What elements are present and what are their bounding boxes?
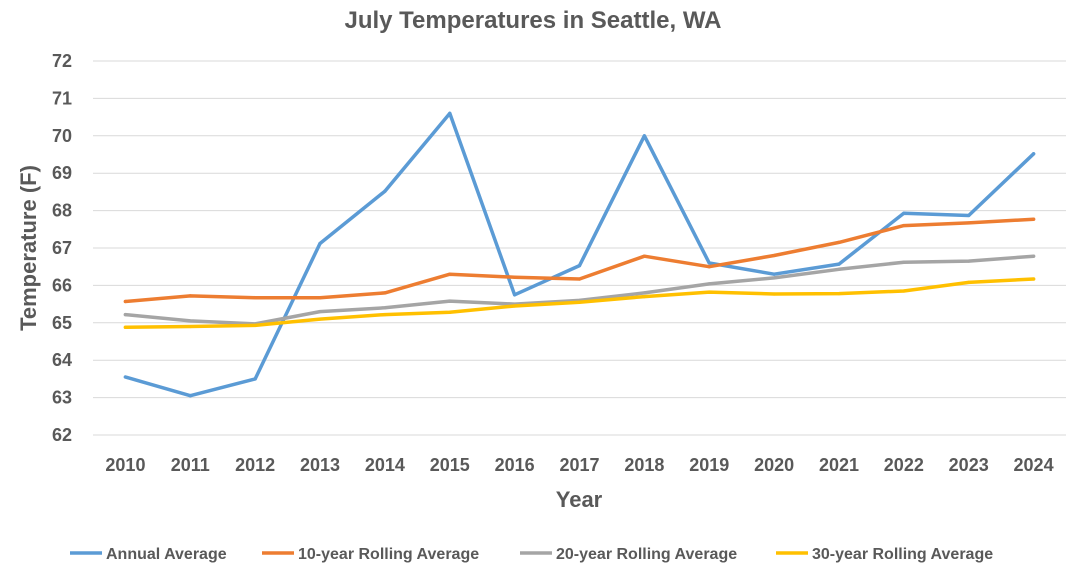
- data-point: [642, 254, 646, 258]
- data-point: [188, 324, 192, 329]
- x-tick-label: 2013: [300, 455, 340, 475]
- x-tick-label: 2022: [884, 455, 924, 475]
- data-point: [707, 261, 711, 265]
- series-lines: [123, 111, 1036, 398]
- data-point: [513, 304, 517, 308]
- data-point: [253, 296, 257, 300]
- x-axis-ticks: 2010 2011 2012 2013 2014 2015 2016 2017 2018 2019…: [105, 455, 1053, 475]
- data-point: [707, 265, 711, 269]
- data-point: [772, 276, 776, 280]
- data-point: [448, 272, 452, 276]
- data-point: [902, 289, 906, 293]
- x-tick-label: 2020: [754, 455, 794, 475]
- data-point: [837, 262, 841, 266]
- data-point: [123, 375, 128, 379]
- data-point: [253, 323, 257, 328]
- data-point: [772, 253, 776, 258]
- data-point: [123, 325, 128, 329]
- y-tick-label: 65: [52, 313, 72, 333]
- data-point: [448, 299, 452, 303]
- data-point: [772, 292, 776, 296]
- y-tick-label: 68: [52, 201, 72, 221]
- data-point: [513, 293, 517, 297]
- data-point: [383, 291, 387, 295]
- gridlines: [93, 60, 1066, 436]
- x-tick-label: 2017: [559, 455, 599, 475]
- x-tick-label: 2015: [430, 455, 470, 475]
- data-point: [1031, 217, 1036, 221]
- legend-label: 10-year Rolling Average: [298, 546, 479, 563]
- y-tick-label: 70: [52, 126, 72, 146]
- data-point: [253, 377, 257, 381]
- data-point: [967, 280, 971, 285]
- data-point: [318, 317, 322, 321]
- data-point: [1031, 152, 1036, 156]
- data-point: [188, 319, 192, 323]
- data-point: [967, 259, 971, 263]
- legend-label: 20-year Rolling Average: [556, 546, 737, 563]
- data-point: [837, 240, 841, 244]
- y-tick-label: 67: [52, 238, 72, 258]
- data-point: [902, 223, 906, 228]
- series-line-1: [123, 217, 1036, 304]
- data-point: [902, 211, 906, 215]
- x-tick-label: 2010: [105, 455, 145, 475]
- data-point: [837, 267, 841, 271]
- x-tick-label: 2023: [949, 455, 989, 475]
- data-point: [383, 306, 387, 310]
- data-point: [967, 221, 971, 225]
- x-tick-label: 2014: [365, 455, 405, 475]
- x-tick-label: 2012: [235, 455, 275, 475]
- y-tick-label: 69: [52, 163, 72, 183]
- x-tick-label: 2018: [624, 455, 664, 475]
- y-tick-label: 71: [52, 88, 72, 108]
- data-point: [123, 312, 128, 317]
- data-point: [577, 263, 582, 268]
- chart-title: July Temperatures in Seattle, WA: [344, 7, 721, 34]
- x-tick-label: 2016: [495, 455, 535, 475]
- data-point: [448, 310, 452, 314]
- data-point: [188, 294, 192, 298]
- y-axis-title: Temperature (F): [16, 165, 41, 331]
- data-point: [188, 394, 192, 398]
- y-tick-label: 72: [52, 51, 72, 71]
- data-point: [707, 290, 711, 294]
- legend-label: 30-year Rolling Average: [812, 546, 993, 563]
- data-point: [642, 295, 646, 299]
- data-point: [383, 189, 387, 193]
- y-tick-label: 66: [52, 275, 72, 295]
- data-point: [383, 312, 387, 317]
- y-tick-label: 63: [52, 388, 72, 408]
- y-axis-ticks: 62 63 64 65 66 67 68 69 70 71 72: [52, 51, 72, 445]
- x-tick-label: 2024: [1014, 455, 1054, 475]
- data-point: [318, 309, 322, 314]
- data-point: [318, 296, 322, 300]
- data-point: [642, 291, 646, 295]
- y-tick-label: 62: [52, 425, 72, 445]
- data-point: [642, 134, 646, 138]
- legend: Annual Average 10-year Rolling Average 20-…: [70, 546, 993, 563]
- y-tick-label: 64: [52, 350, 72, 370]
- data-point: [837, 292, 841, 296]
- x-tick-label: 2011: [171, 455, 210, 475]
- legend-label: Annual Average: [106, 546, 227, 563]
- x-axis-title: Year: [556, 487, 603, 512]
- data-point: [902, 260, 906, 264]
- data-point: [707, 282, 711, 286]
- data-point: [967, 213, 971, 218]
- data-point: [1031, 277, 1036, 281]
- data-point: [123, 299, 128, 304]
- data-point: [448, 111, 452, 115]
- data-point: [772, 272, 776, 276]
- data-point: [513, 275, 517, 279]
- series-line-0: [123, 111, 1036, 398]
- data-point: [1031, 254, 1036, 258]
- x-tick-label: 2021: [819, 455, 859, 475]
- data-point: [318, 241, 322, 246]
- data-point: [577, 300, 582, 304]
- x-tick-label: 2019: [689, 455, 729, 475]
- data-point: [577, 277, 582, 281]
